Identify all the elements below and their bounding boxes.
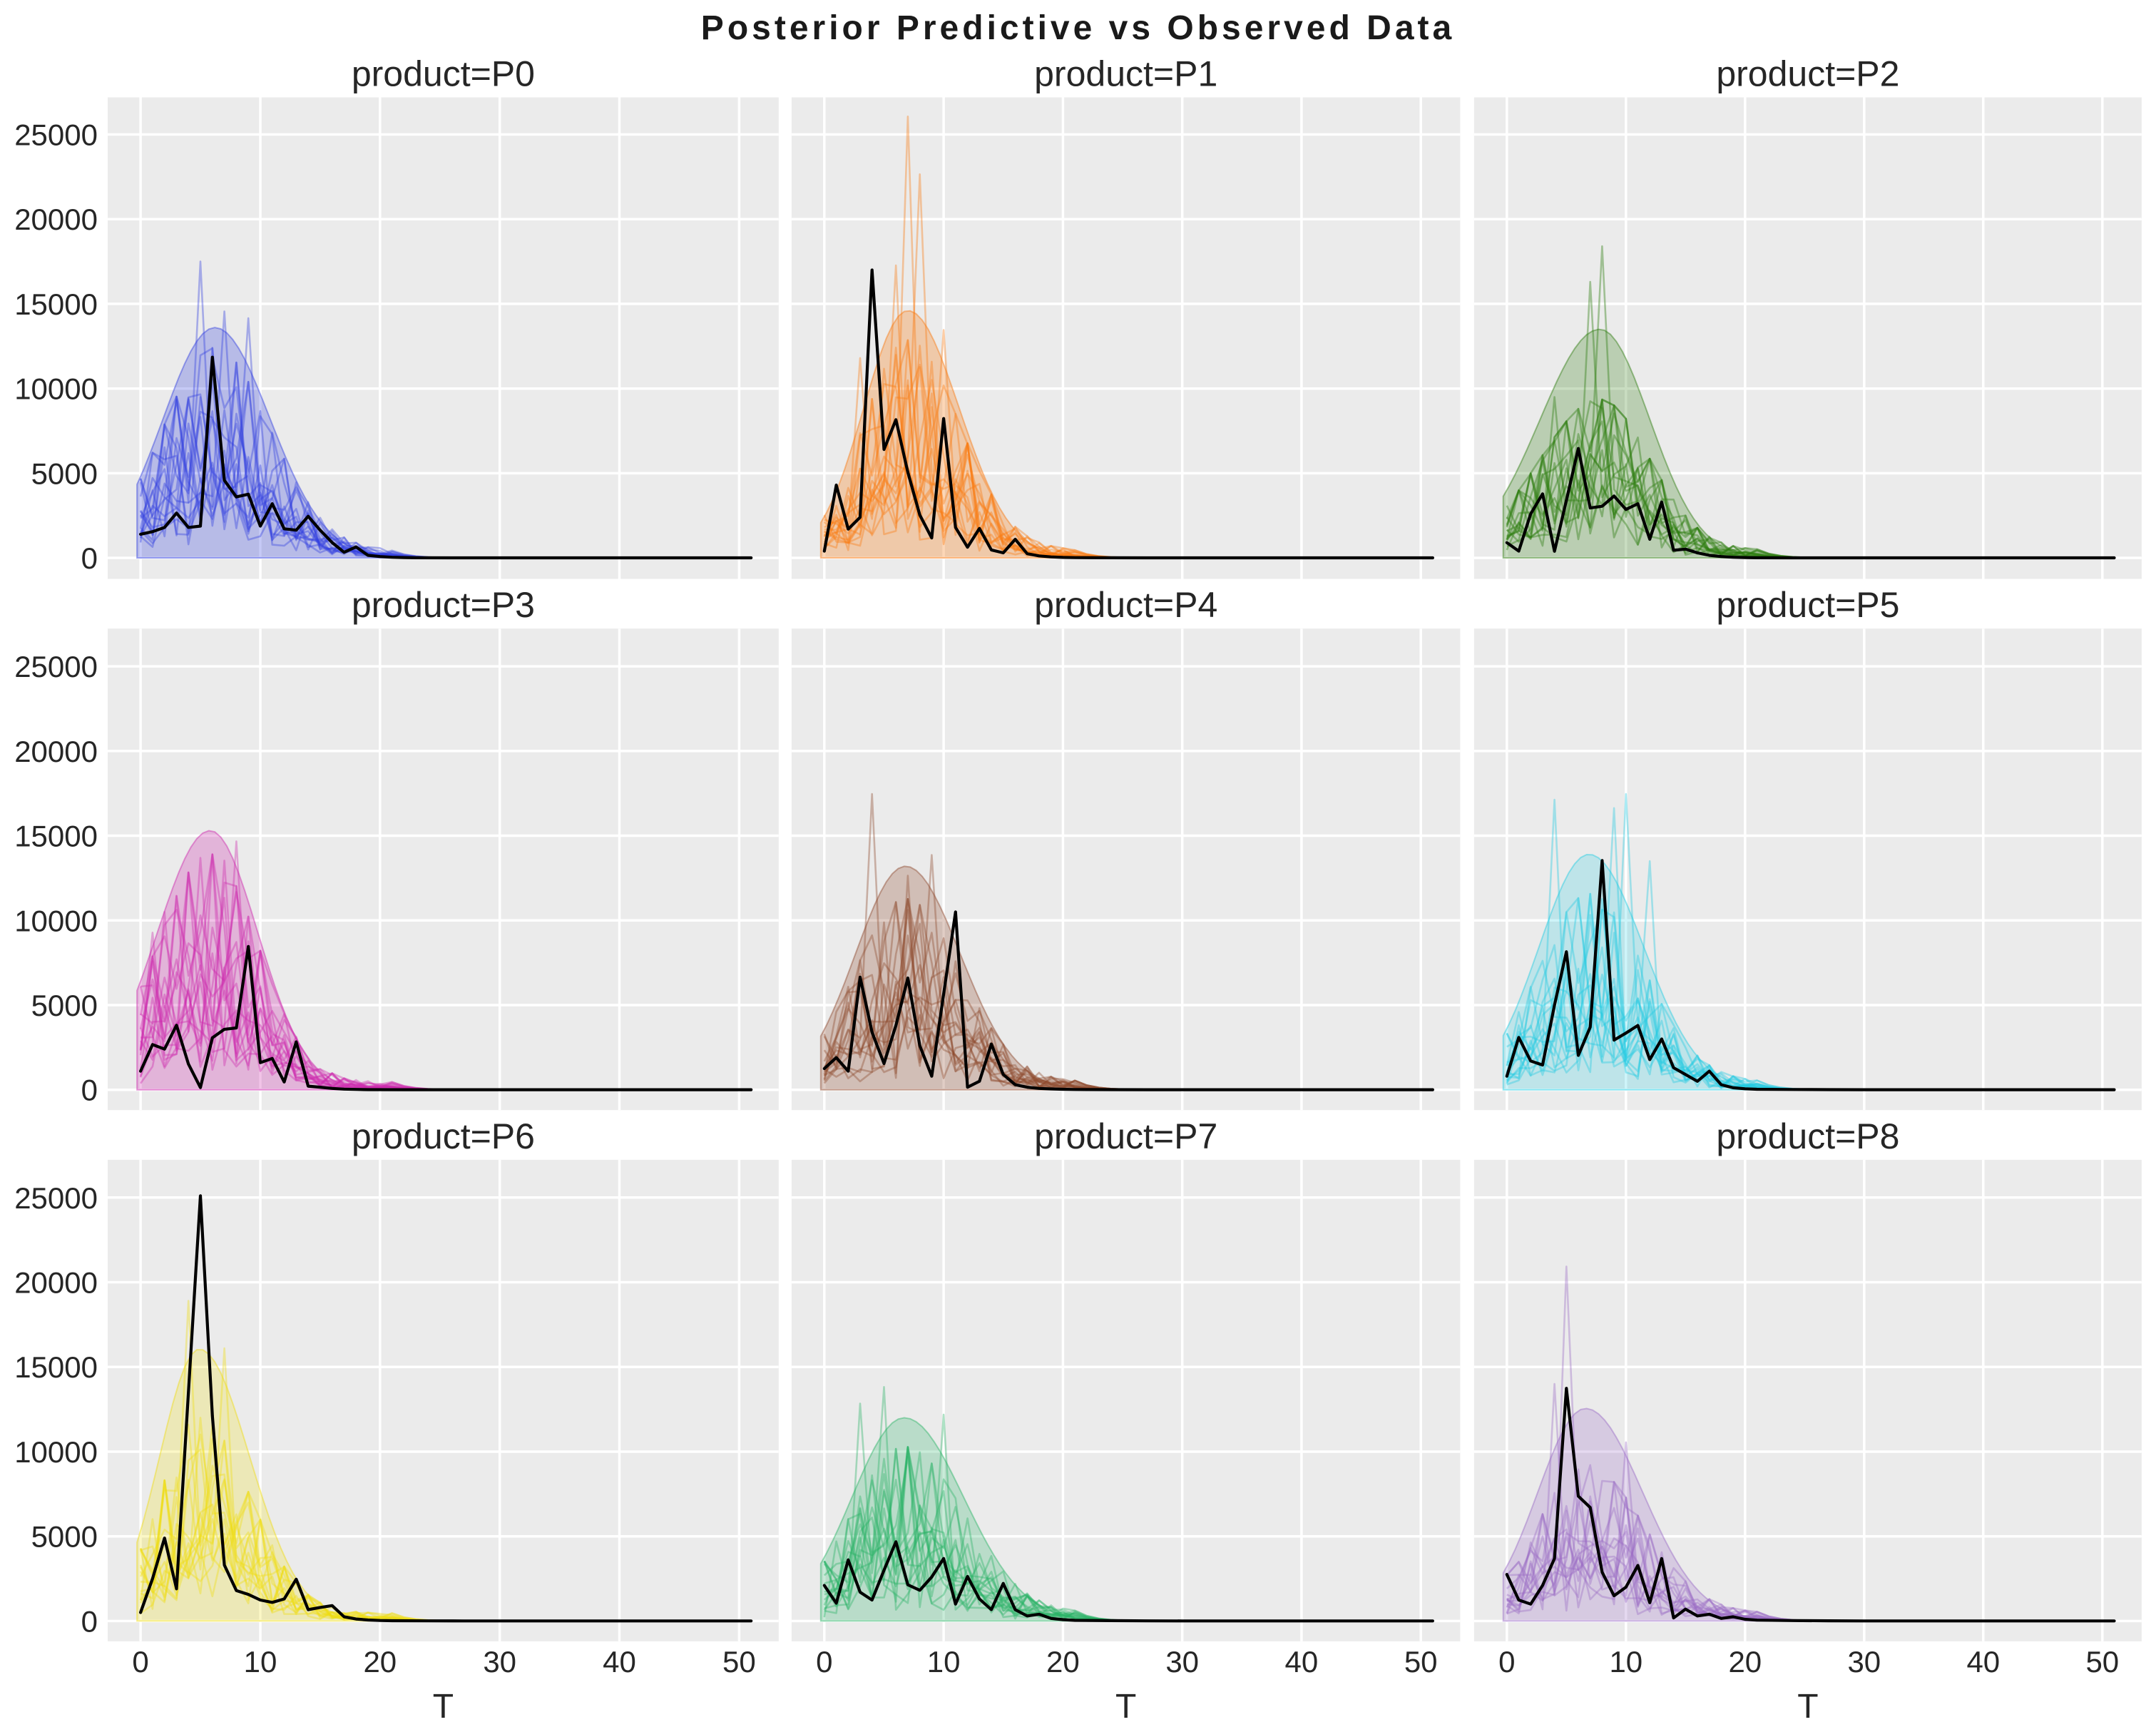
svg-text:20: 20 (1728, 1645, 1762, 1678)
svg-text:20000: 20000 (14, 1266, 98, 1300)
svg-text:20000: 20000 (14, 735, 98, 768)
svg-text:50: 50 (2085, 1645, 2119, 1678)
svg-text:5000: 5000 (31, 457, 98, 490)
svg-text:product=P0: product=P0 (352, 54, 535, 94)
svg-text:product=P7: product=P7 (1034, 1116, 1217, 1156)
svg-text:5000: 5000 (31, 1520, 98, 1554)
svg-text:30: 30 (1847, 1645, 1881, 1678)
svg-text:10: 10 (927, 1645, 961, 1678)
svg-text:20000: 20000 (14, 203, 98, 236)
svg-text:15000: 15000 (14, 1350, 98, 1384)
svg-text:product=P3: product=P3 (352, 585, 535, 625)
svg-text:0: 0 (1498, 1645, 1515, 1678)
svg-text:product=P5: product=P5 (1716, 585, 1899, 625)
svg-text:10: 10 (1609, 1645, 1642, 1678)
svg-text:10000: 10000 (14, 904, 98, 937)
svg-text:product=P6: product=P6 (352, 1116, 535, 1156)
svg-text:25000: 25000 (14, 650, 98, 683)
svg-text:40: 40 (1285, 1645, 1319, 1678)
svg-text:10000: 10000 (14, 1435, 98, 1469)
svg-text:30: 30 (1165, 1645, 1199, 1678)
svg-text:0: 0 (81, 1074, 98, 1107)
svg-text:T: T (1797, 1688, 1818, 1726)
svg-text:50: 50 (722, 1645, 756, 1678)
svg-text:30: 30 (483, 1645, 516, 1678)
svg-text:20: 20 (1046, 1645, 1080, 1678)
svg-text:40: 40 (603, 1645, 636, 1678)
svg-text:15000: 15000 (14, 820, 98, 853)
svg-text:10: 10 (244, 1645, 277, 1678)
svg-text:0: 0 (132, 1645, 148, 1678)
svg-text:product=P4: product=P4 (1034, 585, 1217, 625)
svg-text:T: T (433, 1688, 454, 1726)
svg-text:50: 50 (1404, 1645, 1438, 1678)
svg-text:T: T (1115, 1688, 1136, 1726)
svg-text:15000: 15000 (14, 287, 98, 321)
svg-text:20: 20 (363, 1645, 397, 1678)
svg-text:product=P8: product=P8 (1716, 1116, 1899, 1156)
svg-text:40: 40 (1966, 1645, 2000, 1678)
svg-text:25000: 25000 (14, 1181, 98, 1215)
svg-text:10000: 10000 (14, 372, 98, 406)
svg-text:product=P1: product=P1 (1034, 54, 1217, 94)
svg-text:0: 0 (81, 1604, 98, 1638)
svg-text:Posterior Predictive vs Observ: Posterior Predictive vs Observed Data (701, 9, 1455, 47)
svg-text:0: 0 (81, 541, 98, 575)
svg-text:0: 0 (816, 1645, 832, 1678)
svg-text:product=P2: product=P2 (1716, 54, 1899, 94)
svg-text:25000: 25000 (14, 118, 98, 152)
svg-text:5000: 5000 (31, 989, 98, 1022)
